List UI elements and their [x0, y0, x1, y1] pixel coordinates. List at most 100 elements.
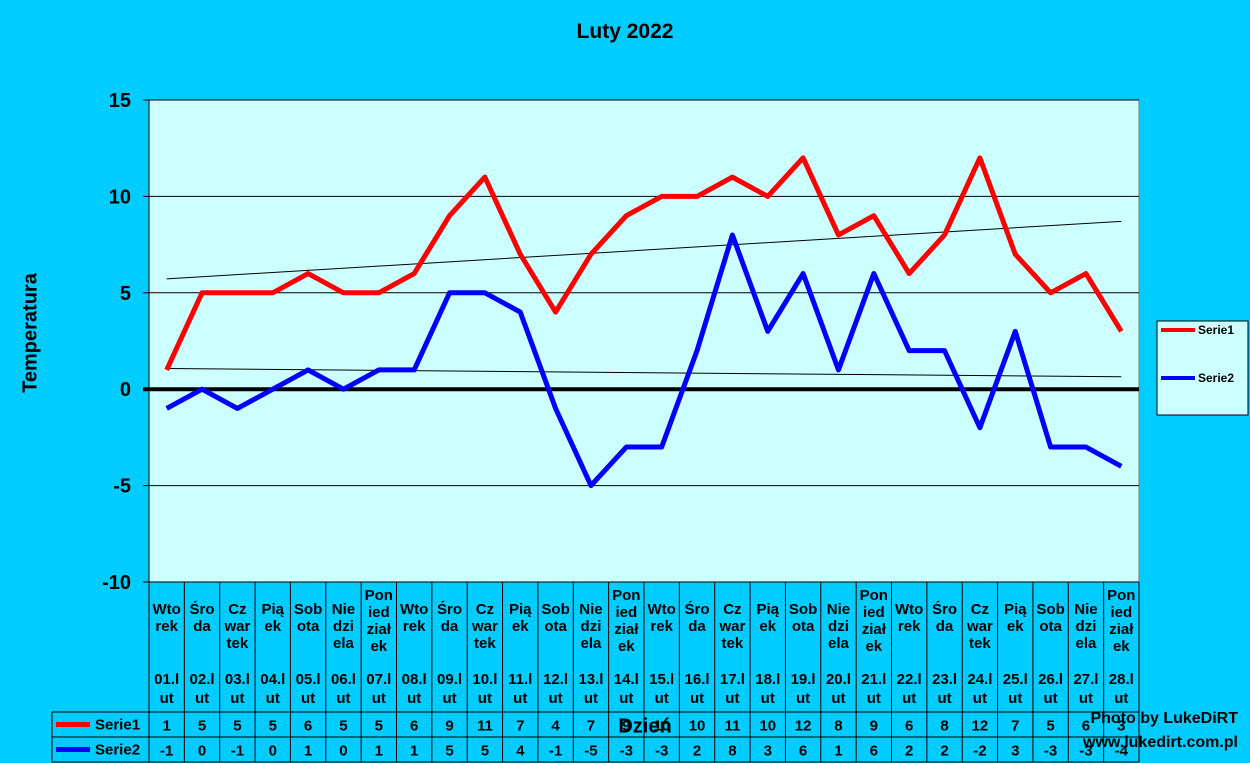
x-date-label: 04.l — [260, 671, 285, 688]
x-day-label: Sob — [789, 601, 817, 618]
x-date-label: 12.l — [543, 671, 568, 688]
x-day-label: Wto — [648, 601, 676, 618]
x-day-label: ied — [615, 604, 637, 621]
x-date-label: ut — [195, 690, 209, 707]
table-value: 9 — [445, 718, 453, 735]
x-date-label: 24.l — [967, 671, 992, 688]
x-day-label: Pią — [756, 601, 779, 618]
x-date-label: ut — [160, 690, 174, 707]
x-day-label: rek — [898, 618, 921, 635]
y-tick-label: 5 — [120, 283, 131, 305]
x-day-label: ota — [544, 618, 567, 635]
x-day-label: Cz — [723, 601, 741, 618]
x-date-label: 08.l — [402, 671, 427, 688]
legend-label: Serie1 — [1198, 323, 1234, 337]
table-value: 5 — [269, 718, 277, 735]
x-date-label: ut — [336, 690, 350, 707]
x-date-label: ut — [1008, 690, 1022, 707]
x-date-label: ut — [442, 690, 456, 707]
x-date-label: 27.l — [1073, 671, 1098, 688]
x-date-label: 15.l — [649, 671, 674, 688]
table-value: 6 — [304, 718, 312, 735]
trendline-serie2 — [166, 368, 1122, 378]
table-value: -3 — [655, 743, 668, 760]
x-day-label: Cz — [476, 601, 494, 618]
table-value: 12 — [795, 718, 812, 735]
table-value: 6 — [1082, 718, 1090, 735]
y-tick-label: 15 — [109, 90, 131, 112]
table-value: 4 — [516, 743, 525, 760]
x-day-label: war — [223, 618, 250, 635]
x-day-label: da — [441, 618, 459, 635]
x-day-label: ela — [1076, 635, 1098, 652]
table-value: 8 — [940, 718, 948, 735]
x-day-label: ek — [264, 618, 281, 635]
x-day-label: Śro — [190, 600, 215, 618]
x-day-label: Nie — [1074, 601, 1097, 618]
x-date-label: 03.l — [225, 671, 250, 688]
table-value: 7 — [587, 718, 595, 735]
x-day-label: rek — [155, 618, 178, 635]
x-date-label: 02.l — [190, 671, 215, 688]
x-date-label: ut — [478, 690, 492, 707]
table-value: -1 — [160, 743, 173, 760]
x-day-label: Wto — [400, 601, 428, 618]
table-series-name: Serie1 — [95, 717, 140, 734]
x-day-label: da — [936, 618, 954, 635]
x-date-label: ut — [655, 690, 669, 707]
x-day-label: da — [688, 618, 706, 635]
chart-title: Luty 2022 — [576, 20, 674, 43]
x-date-label: 25.l — [1003, 671, 1028, 688]
x-day-label: ied — [1110, 604, 1132, 621]
x-date-label: ut — [796, 690, 810, 707]
x-day-label: dzi — [828, 618, 849, 635]
x-date-label: 26.l — [1038, 671, 1063, 688]
x-day-label: Śro — [685, 600, 710, 618]
table-value: 7 — [516, 718, 524, 735]
x-date-label: 07.l — [366, 671, 391, 688]
x-day-label: ota — [792, 618, 815, 635]
x-day-label: rek — [650, 618, 673, 635]
table-value: 6 — [799, 743, 807, 760]
x-day-label: war — [966, 618, 993, 635]
x-date-label: ut — [937, 690, 951, 707]
x-day-label: dzi — [1076, 618, 1097, 635]
table-value: 6 — [410, 718, 418, 735]
table-value: 10 — [653, 718, 670, 735]
table-value: 5 — [481, 743, 489, 760]
x-date-label: ut — [1079, 690, 1093, 707]
x-date-label: 01.l — [154, 671, 179, 688]
x-day-label: ział — [367, 621, 392, 638]
x-date-label: ut — [513, 690, 527, 707]
trendline-serie1 — [166, 220, 1122, 280]
table-value: -3 — [1079, 743, 1092, 760]
table-value: 2 — [905, 743, 913, 760]
x-day-label: Pon — [1107, 587, 1135, 604]
x-day-label: Sob — [294, 601, 322, 618]
x-date-label: 13.l — [578, 671, 603, 688]
y-tick-label: 0 — [120, 379, 131, 401]
x-date-label: ut — [372, 690, 386, 707]
table-value: -3 — [1044, 743, 1057, 760]
photo-credit: Photo by LukeDiRT — [1090, 710, 1238, 727]
x-day-label: dzi — [333, 618, 354, 635]
website-credit[interactable]: www.lukedirt.com.pl — [1083, 734, 1238, 751]
x-date-label: ut — [725, 690, 739, 707]
x-day-label: Pią — [509, 601, 532, 618]
x-day-label: Nie — [579, 601, 602, 618]
table-value: 5 — [198, 718, 206, 735]
x-date-label: 18.l — [755, 671, 780, 688]
x-day-label: war — [471, 618, 498, 635]
x-date-label: 28.l — [1109, 671, 1134, 688]
x-date-label: ut — [1044, 690, 1058, 707]
x-day-label: ota — [297, 618, 320, 635]
x-day-label: ela — [333, 635, 355, 652]
x-day-label: Pią — [1004, 601, 1027, 618]
x-date-label: 21.l — [861, 671, 886, 688]
x-date-label: 22.l — [897, 671, 922, 688]
table-value: -2 — [973, 743, 986, 760]
x-day-label: da — [193, 618, 211, 635]
x-day-label: Sob — [1036, 601, 1064, 618]
x-date-label: ut — [301, 690, 315, 707]
table-value: 1 — [163, 718, 171, 735]
